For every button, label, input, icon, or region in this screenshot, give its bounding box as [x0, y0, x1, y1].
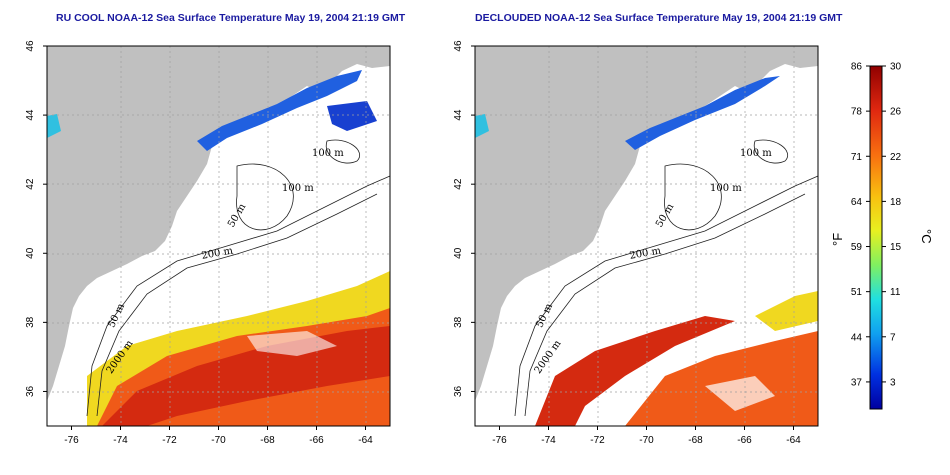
right-ytick-label: 44: [453, 109, 464, 121]
celsius-unit-label: °C: [919, 229, 934, 244]
contour-label-100m-a-right: 100 m: [740, 148, 772, 159]
contour-label-100m-a: 100 m: [312, 148, 344, 159]
left-map-title: RU COOL NOAA-12 Sea Surface Temperature …: [56, 12, 406, 24]
colorbar-f-tick-label: 86: [851, 62, 863, 73]
colorbar-c-tick-label: 7: [890, 332, 896, 343]
left-xtick-label: -66: [309, 435, 324, 446]
contour-label-100m-b: 100 m: [282, 183, 314, 194]
right-map-axes: -76 -74 -72 -70 -68 -66 -64 46 44 42 40 38 36: [453, 40, 801, 446]
right-xtick-label: -70: [639, 435, 654, 446]
left-xtick-label: -72: [162, 435, 177, 446]
colorbar: 86 78 71 64 59 51 44 37 30 26 22 18 15 11 7 3 °F °C: [830, 62, 934, 410]
right-map-panel: 100 m 100 m 50 m 200 m 50 m 2000 m: [474, 45, 819, 427]
right-ytick-label: 38: [453, 316, 464, 328]
right-xtick-label: -68: [688, 435, 703, 446]
right-map-title: DECLOUDED NOAA-12 Sea Surface Temperatur…: [475, 12, 843, 24]
colorbar-f-tick-label: 51: [851, 287, 863, 298]
colorbar-f-tick-label: 44: [851, 332, 863, 343]
left-xtick-label: -74: [113, 435, 128, 446]
left-xtick-label: -68: [260, 435, 275, 446]
left-ytick-label: 38: [25, 316, 36, 328]
left-map-panel: 100 m 100 m 50 m 200 m 50 m 2000 m: [46, 45, 391, 427]
right-ytick-label: 46: [453, 40, 464, 52]
left-ytick-label: 46: [25, 40, 36, 52]
colorbar-f-tick-label: 64: [851, 197, 863, 208]
right-ytick-label: 36: [453, 385, 464, 397]
left-xtick-label: -70: [211, 435, 226, 446]
left-xtick-label: -76: [64, 435, 79, 446]
right-xtick-label: -74: [541, 435, 556, 446]
colorbar-f-tick-label: 71: [851, 152, 863, 163]
colorbar-c-tick-label: 11: [890, 287, 901, 298]
contour-label-100m-b-right: 100 m: [710, 183, 742, 194]
right-xtick-label: -66: [737, 435, 752, 446]
right-xtick-label: -76: [492, 435, 507, 446]
colorbar-f-tick-label: 37: [851, 377, 863, 388]
left-xtick-label: -64: [358, 435, 373, 446]
right-ytick-label: 42: [453, 178, 464, 190]
fahrenheit-unit-label: °F: [830, 233, 845, 246]
right-xtick-label: -72: [590, 435, 605, 446]
colorbar-gradient: [869, 65, 883, 410]
left-ytick-label: 36: [25, 385, 36, 397]
colorbar-c-tick-label: 15: [890, 242, 902, 253]
colorbar-c-tick-label: 22: [890, 152, 902, 163]
colorbar-c-tick-label: 18: [890, 197, 902, 208]
left-map-axes: -76 -74 -72 -70 -68 -66 -64 46 44 42 40 38 36: [25, 40, 373, 446]
right-xtick-label: -64: [786, 435, 801, 446]
left-ytick-label: 42: [25, 178, 36, 190]
colorbar-c-tick-label: 26: [890, 107, 902, 118]
left-ytick-label: 44: [25, 109, 36, 121]
right-ytick-label: 40: [453, 247, 464, 259]
colorbar-f-tick-label: 59: [851, 242, 863, 253]
colorbar-c-tick-label: 30: [890, 62, 902, 73]
colorbar-c-tick-label: 3: [890, 377, 896, 388]
left-ytick-label: 40: [25, 247, 36, 259]
colorbar-f-tick-label: 78: [851, 107, 863, 118]
